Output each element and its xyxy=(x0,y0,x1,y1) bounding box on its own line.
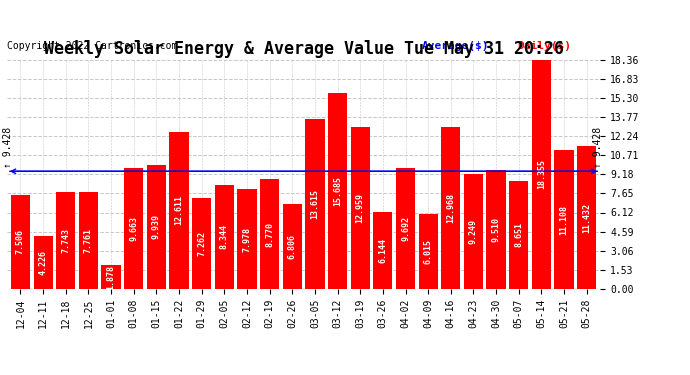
Text: 18.355: 18.355 xyxy=(537,159,546,189)
Bar xyxy=(441,127,460,289)
Bar xyxy=(124,168,144,289)
Text: 4.226: 4.226 xyxy=(39,250,48,275)
Text: 7.743: 7.743 xyxy=(61,228,70,253)
Bar xyxy=(555,150,573,289)
Bar xyxy=(577,146,596,289)
Bar xyxy=(215,185,234,289)
Text: Average($): Average($) xyxy=(422,41,490,51)
Text: 7.262: 7.262 xyxy=(197,231,206,256)
Bar xyxy=(11,195,30,289)
Bar xyxy=(486,170,506,289)
Text: 8.770: 8.770 xyxy=(265,222,274,247)
Text: 11.432: 11.432 xyxy=(582,202,591,232)
Bar xyxy=(396,168,415,289)
Text: 7.761: 7.761 xyxy=(84,228,93,253)
Bar xyxy=(509,181,529,289)
Text: 7.978: 7.978 xyxy=(242,226,251,252)
Text: Daily($): Daily($) xyxy=(518,41,571,51)
Text: ↑ 9.428: ↑ 9.428 xyxy=(593,126,603,168)
Text: 8.344: 8.344 xyxy=(220,224,229,249)
Title: Weekly Solar Energy & Average Value Tue May 31 20:26: Weekly Solar Energy & Average Value Tue … xyxy=(43,40,564,58)
Text: 9.249: 9.249 xyxy=(469,219,478,244)
Text: Copyright 2022 Cartronics.com: Copyright 2022 Cartronics.com xyxy=(7,41,177,51)
Bar xyxy=(464,174,483,289)
Bar xyxy=(328,93,347,289)
Bar xyxy=(34,236,52,289)
Text: 9.692: 9.692 xyxy=(401,216,410,241)
Bar xyxy=(147,165,166,289)
Bar xyxy=(101,266,121,289)
Bar xyxy=(192,198,211,289)
Bar xyxy=(351,127,370,289)
Text: ↑ 9.428: ↑ 9.428 xyxy=(3,126,13,168)
Text: 12.968: 12.968 xyxy=(446,193,455,223)
Bar xyxy=(305,119,324,289)
Bar xyxy=(283,204,302,289)
Bar xyxy=(419,214,437,289)
Bar xyxy=(56,192,75,289)
Text: 6.144: 6.144 xyxy=(378,238,387,263)
Text: 15.685: 15.685 xyxy=(333,176,342,206)
Bar xyxy=(79,192,98,289)
Text: 11.108: 11.108 xyxy=(560,204,569,234)
Text: 6.015: 6.015 xyxy=(424,239,433,264)
Bar xyxy=(532,60,551,289)
Text: 9.939: 9.939 xyxy=(152,214,161,239)
Text: 9.510: 9.510 xyxy=(491,217,501,242)
Text: 12.959: 12.959 xyxy=(356,193,365,223)
Text: 12.611: 12.611 xyxy=(175,195,184,225)
Bar xyxy=(170,132,188,289)
Text: 7.506: 7.506 xyxy=(16,230,25,255)
Bar xyxy=(373,212,393,289)
Text: 1.878: 1.878 xyxy=(106,264,116,290)
Text: 8.651: 8.651 xyxy=(514,222,523,248)
Text: 6.806: 6.806 xyxy=(288,234,297,259)
Text: 9.663: 9.663 xyxy=(129,216,138,241)
Bar xyxy=(237,189,257,289)
Text: 13.615: 13.615 xyxy=(310,189,319,219)
Bar xyxy=(260,180,279,289)
